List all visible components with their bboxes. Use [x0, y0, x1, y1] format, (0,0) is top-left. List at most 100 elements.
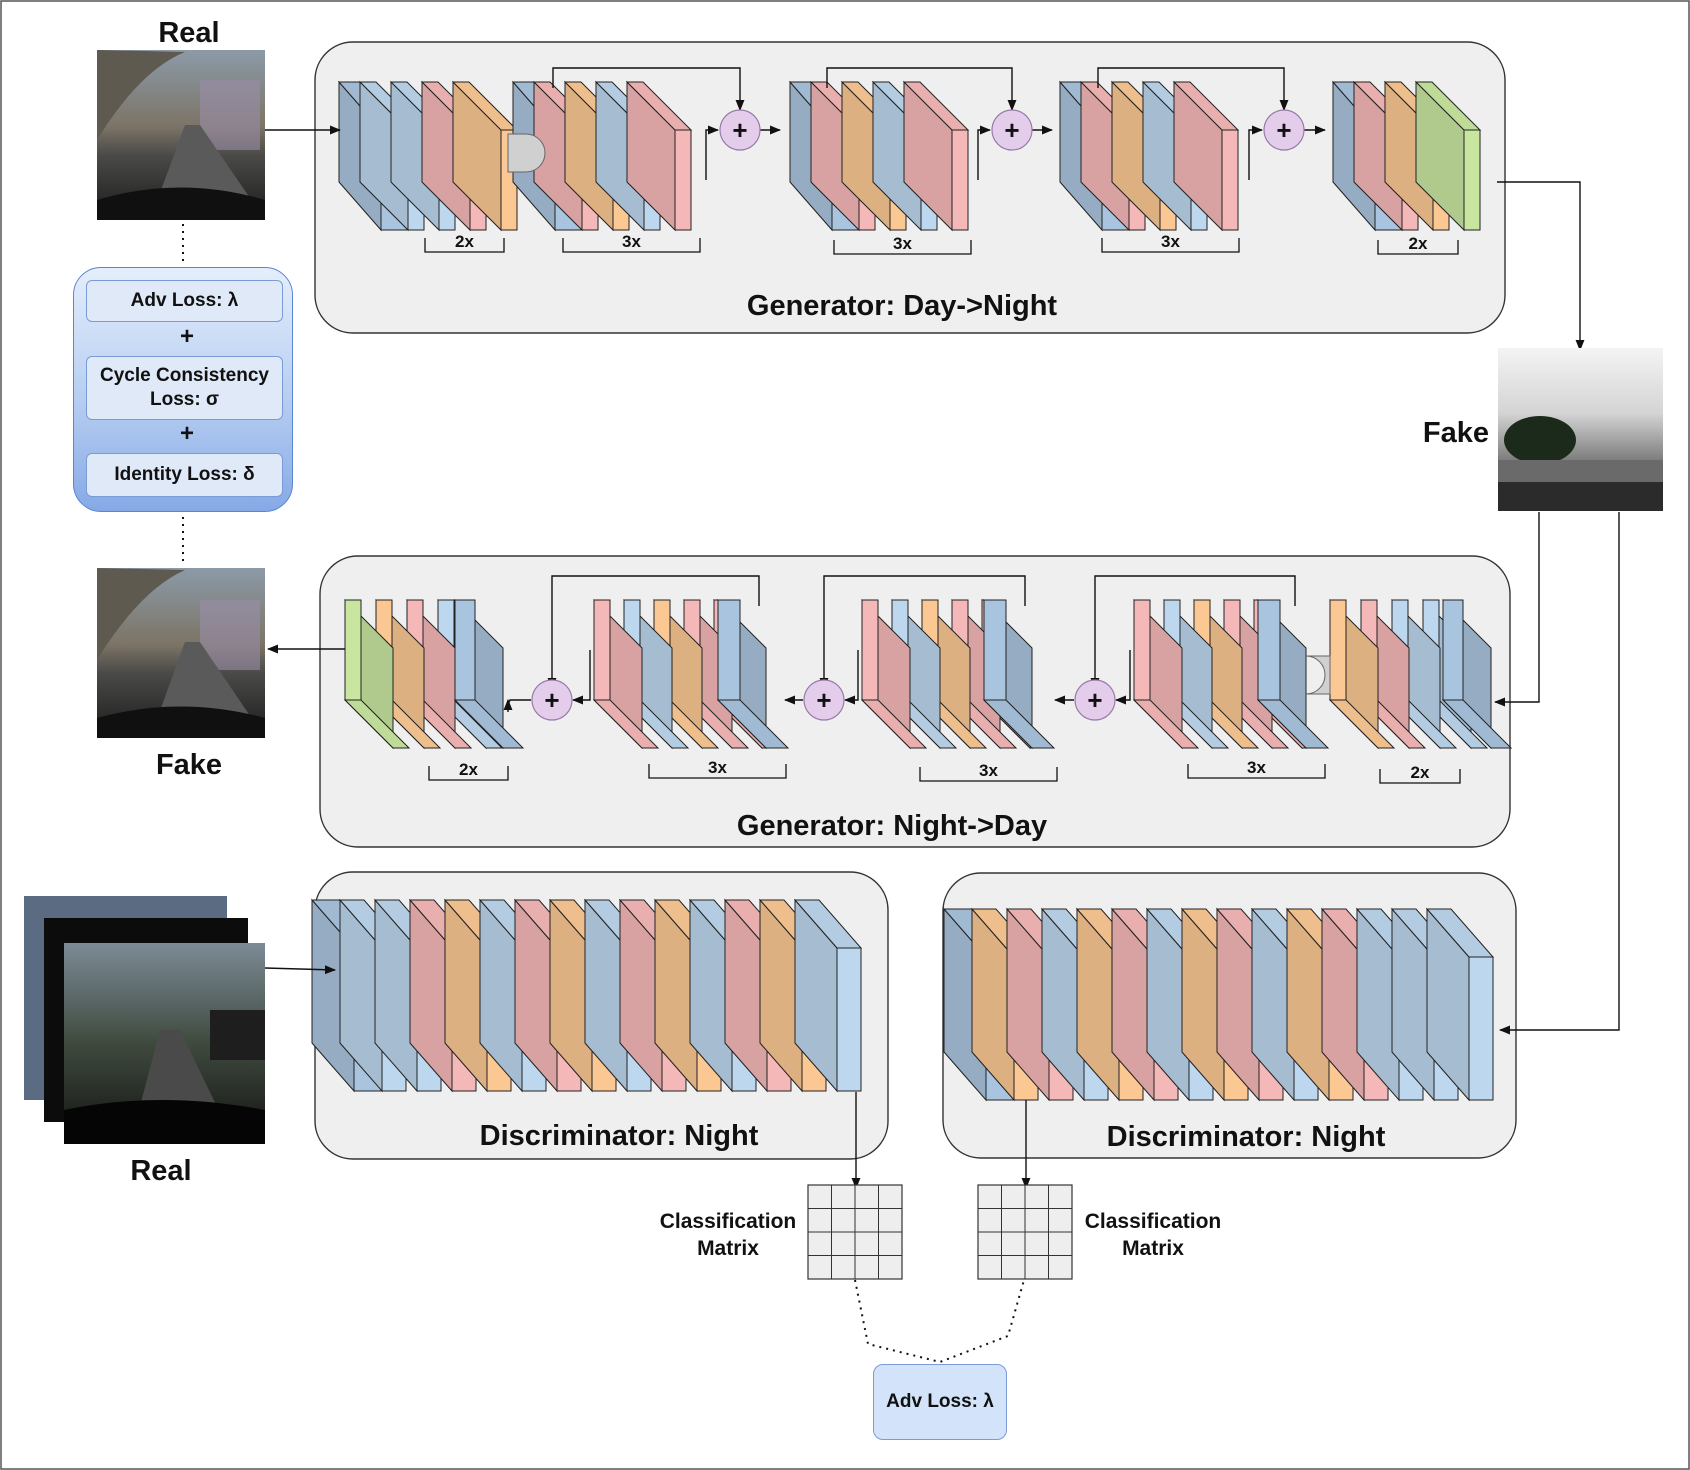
svg-text:3x: 3x [1161, 232, 1180, 251]
loss-plus-1: + [179, 323, 194, 350]
classification-matrix-left-label-1: Classification [660, 1210, 797, 1233]
layer-blocks [310, 80, 1513, 1102]
wire-gen1-to-fake [1497, 181, 1585, 352]
gen1-output-layer-3 [1414, 80, 1482, 232]
bracket-gen1-3: 3x [833, 234, 972, 255]
wire-gen2-res2-sum [843, 650, 859, 705]
fake-day-image [97, 568, 265, 738]
cycle-loss-line-2: Loss: σ [150, 389, 219, 410]
generator-day-night-title: Generator: Day->Night [747, 290, 1058, 322]
skip-gen2-1 [547, 575, 760, 690]
bracket-gen2-3: 3x [919, 761, 1058, 782]
wire-fake-to-gen2 [1493, 512, 1540, 707]
classification-matrix-right [977, 1184, 1073, 1280]
skip-gen1-2 [826, 67, 1017, 112]
gen2-res3-tail [1256, 598, 1330, 750]
fake-right-label: Fake [1423, 417, 1489, 449]
real-top-label: Real [158, 17, 219, 49]
bracket-gen1-4: 3x [1101, 232, 1240, 253]
bracket-gen1-5: 2x [1377, 234, 1459, 255]
bracket-gen1-2: 3x [562, 232, 701, 253]
gen2-input-layer-1 [1328, 598, 1396, 750]
svg-text:2x: 2x [459, 760, 478, 779]
sum-node-3: + [1263, 109, 1305, 151]
classification-matrix-right-label-1: Classification [1085, 1210, 1222, 1233]
wire-fake-to-disc2 [1498, 512, 1620, 1035]
skip-gen1-1 [552, 67, 745, 112]
wire-gen1-res2-sum [977, 125, 992, 180]
wire-gen2-res1-sum [571, 650, 591, 705]
classification-matrices [807, 1184, 1073, 1280]
gen2-res1-layer-1 [592, 598, 660, 750]
svg-text:2x: 2x [455, 232, 474, 251]
sum-node-4: + [1074, 679, 1116, 721]
svg-text:3x: 3x [893, 234, 912, 253]
gen2-output-layer-1 [343, 598, 411, 750]
real-bottom-label: Real [130, 1155, 191, 1187]
discriminator-right-title: Discriminator: Night [1107, 1121, 1386, 1153]
wire-gen2-res3-sum [1114, 650, 1131, 705]
gen2-input-tail [1441, 598, 1513, 750]
gen2-output-tail [453, 598, 525, 750]
classification-matrix-left-label-2: Matrix [697, 1237, 759, 1260]
svg-text:3x: 3x [708, 758, 727, 777]
gen2-res3-layer-1 [1132, 598, 1200, 750]
sum-node-5: + [803, 679, 845, 721]
skip-gen1-3 [1097, 67, 1289, 112]
bracket-gen2-2: 3x [648, 758, 787, 779]
wire-gen1-res1-sum [705, 125, 720, 180]
adv-loss-label: Adv Loss: λ [130, 290, 239, 312]
real-day-image [97, 50, 265, 220]
svg-text:2x: 2x [1409, 234, 1428, 253]
bracket-gen1-1: 2x [424, 232, 505, 253]
svg-text:2x: 2x [1411, 763, 1430, 782]
real-night-image-stack [24, 896, 265, 1144]
disc1-layer-14 [793, 898, 863, 1093]
connections [264, 67, 1620, 1190]
svg-text:+: + [1087, 685, 1102, 715]
bracket-gen2-4: 3x [1187, 758, 1326, 779]
sum-node-2: + [991, 109, 1033, 151]
svg-text:+: + [732, 115, 747, 145]
discriminator-left-title: Discriminator: Night [480, 1120, 759, 1152]
loss-plus-2: + [179, 420, 194, 447]
classification-matrix-left [807, 1184, 903, 1280]
identity-loss-label: Identity Loss: δ [114, 464, 255, 486]
wire-real-to-disc1 [264, 965, 337, 975]
repeat-brackets: 2x 3x 3x 3x 2x 2x 3x 3x 3x 2x [424, 232, 1461, 784]
gen2-pool-connector [1305, 655, 1331, 695]
svg-text:+: + [816, 685, 831, 715]
bracket-gen2-5: 2x [1379, 763, 1461, 784]
cycle-consistency-loss-box: Cycle Consistency Loss: σ [86, 356, 283, 420]
gen1-pool-connector [507, 133, 546, 173]
classification-matrix-right-label-2: Matrix [1122, 1237, 1184, 1260]
generator-night-day-title: Generator: Night->Day [737, 810, 1047, 842]
adv-loss-bottom-label: Adv Loss: λ [886, 1391, 994, 1412]
sum-nodes: + + + + + + [531, 109, 1305, 721]
gen1-downsample-layer-4 [451, 80, 519, 232]
adv-loss-bottom-box: Adv Loss: λ [873, 1364, 1007, 1440]
adv-loss-box: Adv Loss: λ [86, 280, 283, 322]
skip-gen2-3 [1090, 575, 1296, 690]
svg-text:3x: 3x [1247, 758, 1266, 777]
gen1-res3-layer-4 [1172, 80, 1240, 232]
gen1-res2-layer-4 [902, 80, 970, 232]
fake-night-image [1498, 348, 1663, 511]
svg-text:+: + [544, 685, 559, 715]
disc2-layer-14 [1425, 907, 1495, 1102]
skip-gen2-2 [819, 575, 1026, 690]
identity-loss-box: Identity Loss: δ [86, 453, 283, 497]
sum-node-6: + [531, 679, 573, 721]
svg-text:+: + [1004, 115, 1019, 145]
sum-node-1: + [719, 109, 761, 151]
wire-gen1-res3-sum [1248, 125, 1264, 180]
cycle-loss-line-1: Cycle Consistency [100, 365, 269, 387]
svg-text:3x: 3x [622, 232, 641, 251]
gen2-res1-tail [716, 598, 790, 750]
svg-text:3x: 3x [979, 761, 998, 780]
gen2-res2-layer-1 [860, 598, 928, 750]
dotted-link-adv-loss [854, 1279, 1025, 1364]
gen2-res2-tail [982, 598, 1056, 750]
